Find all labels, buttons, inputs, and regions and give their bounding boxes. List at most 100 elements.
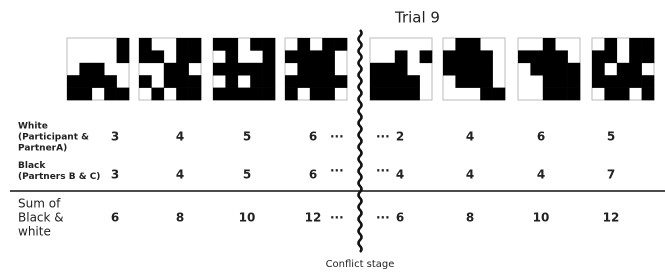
value: 12: [305, 211, 322, 225]
value: 8: [466, 211, 474, 225]
pattern-cell: [555, 50, 568, 63]
ellipsis: ···: [330, 211, 344, 225]
pattern-cell: [568, 88, 581, 101]
pattern-cell: [568, 75, 581, 88]
pattern-cell: [468, 50, 481, 63]
pattern-cell: [543, 63, 556, 76]
pattern-cell: [176, 63, 189, 76]
pattern-cell: [176, 50, 189, 63]
pattern-cell: [493, 88, 506, 101]
pattern-cell: [189, 50, 202, 63]
value: 4: [176, 168, 184, 182]
pattern-cell: [79, 88, 92, 101]
pattern-cell: [382, 88, 395, 101]
pattern-cell: [518, 50, 531, 63]
value: 5: [243, 130, 251, 144]
row-label: white: [18, 225, 51, 239]
pattern-cell: [382, 75, 395, 88]
pattern-cell: [79, 63, 92, 76]
pattern-cell: [629, 75, 642, 88]
pattern-cell: [285, 75, 298, 88]
pattern-cell: [604, 88, 617, 101]
pattern-cell: [443, 63, 456, 76]
pattern-cell: [455, 63, 468, 76]
pattern-cell: [592, 75, 605, 88]
value: 4: [466, 168, 474, 182]
pattern-cell: [225, 38, 238, 51]
pattern-cell: [139, 75, 152, 88]
pattern-cell: [335, 75, 348, 88]
ellipsis: ···: [376, 211, 390, 225]
pattern-cell: [139, 38, 152, 51]
pattern-cell: [604, 75, 617, 88]
pattern-cell: [176, 88, 189, 101]
pattern-cell: [104, 75, 117, 88]
pattern-cell: [629, 50, 642, 63]
pattern-cell: [297, 75, 310, 88]
pattern-cell: [225, 88, 238, 101]
value: 5: [607, 130, 615, 144]
stage-separator: [359, 30, 362, 252]
pattern-cell: [455, 38, 468, 51]
pattern-cell: [322, 88, 335, 101]
pattern-cell: [407, 75, 420, 88]
row-label: Black: [18, 161, 46, 171]
figure: Trial 9 Conflict stage White(Participant…: [0, 0, 665, 273]
pattern-cell: [250, 63, 263, 76]
value: 4: [537, 168, 545, 182]
pattern-cell: [480, 50, 493, 63]
pattern-cell: [480, 75, 493, 88]
pattern-cell: [480, 63, 493, 76]
pattern-cell: [213, 63, 226, 76]
pattern-cell: [468, 75, 481, 88]
pattern-cell: [67, 88, 80, 101]
pattern-cell: [164, 75, 177, 88]
pattern-cell: [297, 50, 310, 63]
value: 4: [176, 130, 184, 144]
value: 6: [309, 130, 317, 144]
pattern-cell: [530, 50, 543, 63]
pattern-cell: [642, 38, 655, 51]
value: 3: [111, 168, 119, 182]
pattern-cell: [543, 88, 556, 101]
pattern-cell: [176, 75, 189, 88]
value: 6: [309, 168, 317, 182]
pattern-cell: [151, 50, 164, 63]
pattern-cell: [543, 38, 556, 51]
pattern-cell: [395, 88, 408, 101]
pattern-cell: [67, 75, 80, 88]
row-label: (Partners B & C): [18, 172, 100, 182]
row-label: White: [18, 122, 48, 132]
pattern-cell: [79, 75, 92, 88]
pattern-cell: [310, 50, 323, 63]
pattern-cell: [530, 63, 543, 76]
pattern-cell: [322, 75, 335, 88]
pattern-cell: [250, 38, 263, 51]
pattern-cell: [322, 50, 335, 63]
pattern-cell: [420, 50, 433, 63]
pattern-cell: [164, 63, 177, 76]
value: 12: [603, 211, 620, 225]
value: 2: [396, 130, 404, 144]
pattern-cell: [629, 38, 642, 51]
pattern-cell: [263, 63, 276, 76]
pattern-cell: [263, 88, 276, 101]
pattern-cell: [395, 75, 408, 88]
pattern-cell: [117, 50, 130, 63]
pattern-cell: [568, 63, 581, 76]
pattern-cell: [443, 50, 456, 63]
pattern-cell: [189, 88, 202, 101]
pattern-cell: [395, 50, 408, 63]
pattern-cell: [370, 88, 383, 101]
pattern-cell: [604, 50, 617, 63]
pattern-cell: [104, 88, 117, 101]
pattern-cell: [642, 75, 655, 88]
pattern-cell: [642, 50, 655, 63]
value: 8: [176, 211, 184, 225]
pattern-cell: [592, 63, 605, 76]
ellipsis: ···: [330, 130, 344, 144]
pattern-cell: [629, 63, 642, 76]
pattern-cell: [382, 63, 395, 76]
pattern-cell: [543, 50, 556, 63]
pattern-cell: [555, 63, 568, 76]
